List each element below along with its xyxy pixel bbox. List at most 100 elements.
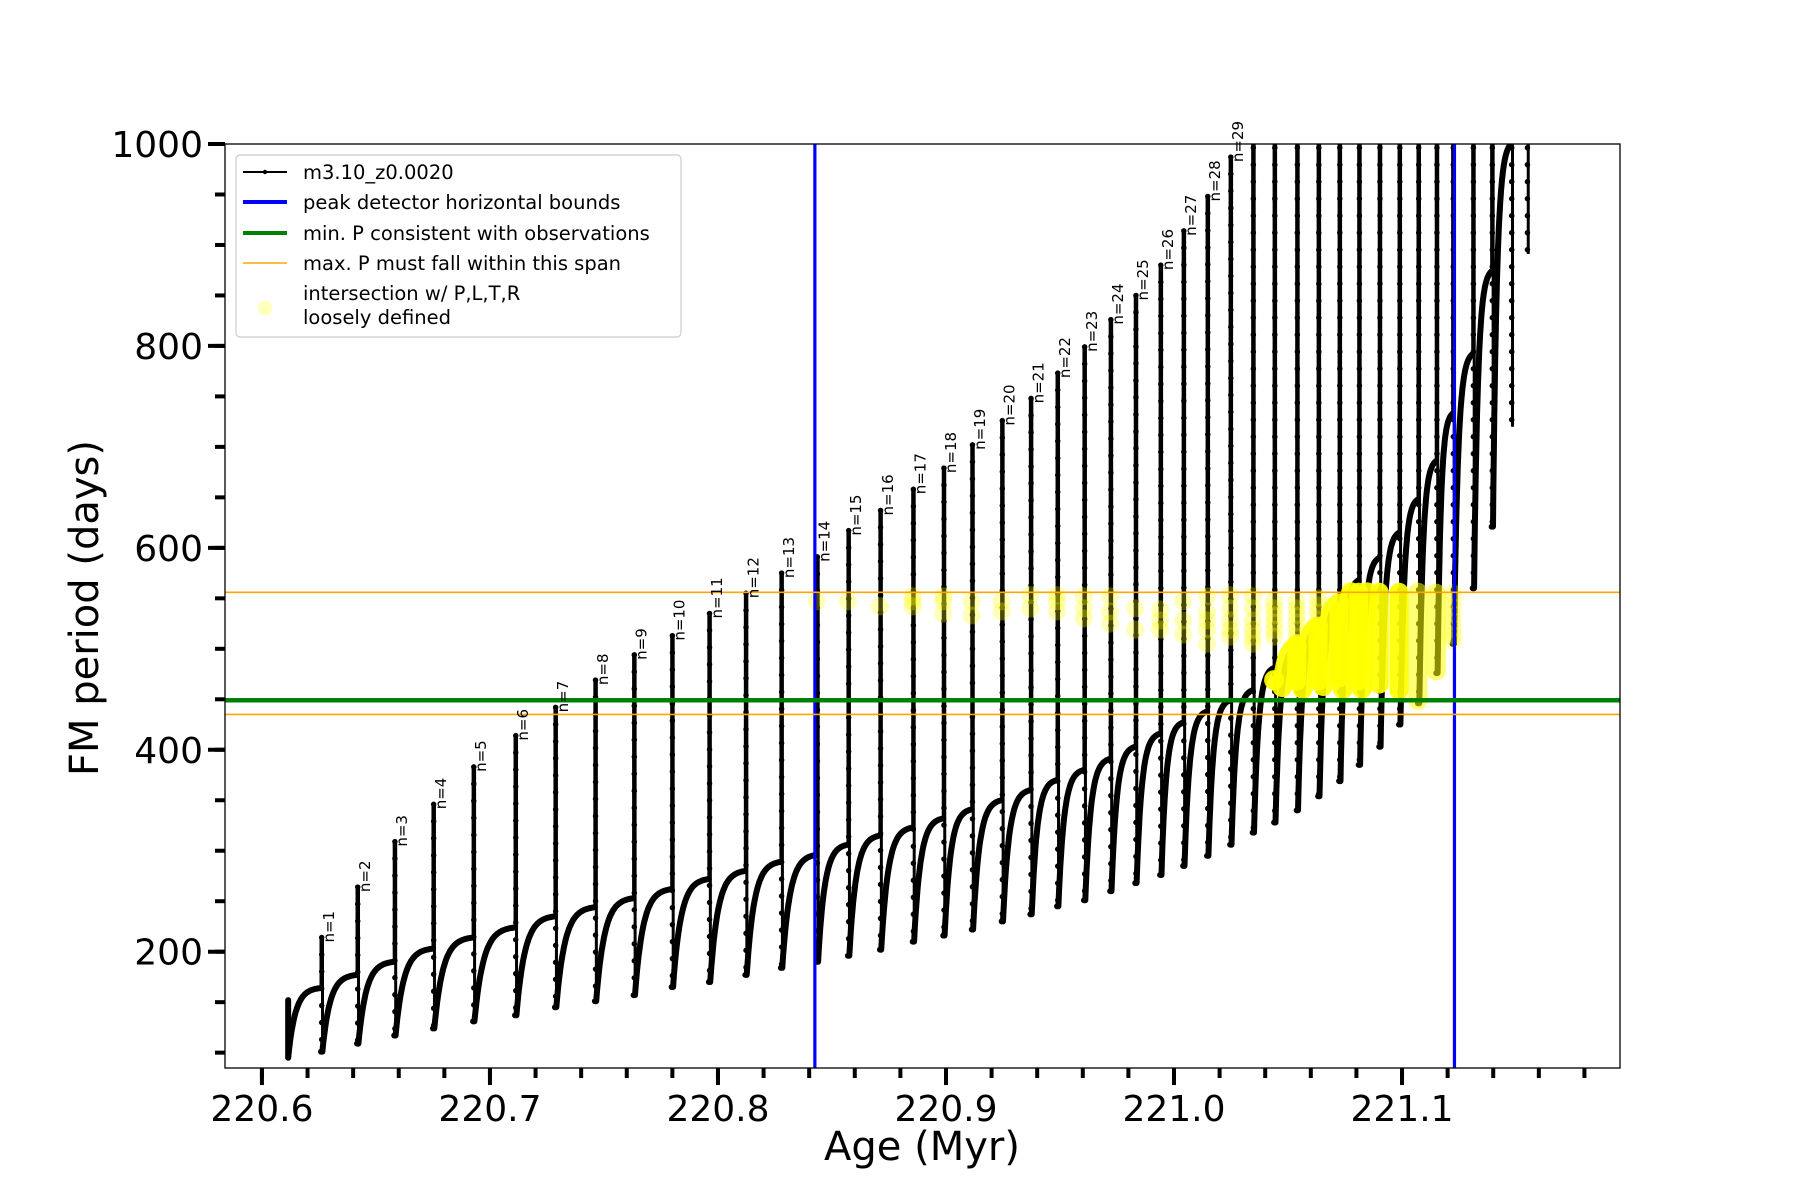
legend-label-min-period: min. P consistent with observations — [303, 222, 650, 245]
cycle-label-n14: n=14 — [816, 521, 834, 562]
intersection-point — [962, 606, 981, 625]
legend-item-bounds: peak detector horizontal bounds — [243, 191, 620, 214]
cycle-label-n2: n=2 — [356, 860, 374, 892]
legend-item-intersection: intersection w/ P,L,T,R loosely defined — [257, 282, 520, 329]
cycle-label-n21: n=21 — [1029, 362, 1047, 403]
cycle-label-n9: n=9 — [633, 628, 651, 660]
intersection-point — [1287, 613, 1306, 632]
cycle-label-n29: n=29 — [1229, 121, 1247, 162]
pulse-spike-n19 — [970, 444, 975, 930]
intersection-point — [1021, 599, 1040, 618]
intersection-point — [1048, 586, 1067, 605]
intersection-point — [1243, 620, 1262, 639]
intersection-point — [1443, 598, 1462, 617]
cycle-label-n28: n=28 — [1206, 160, 1224, 201]
y-tick-label: 200 — [134, 933, 203, 974]
y-tick-label: 600 — [134, 529, 203, 570]
cycle-label-n22: n=22 — [1056, 337, 1074, 378]
intersection-point — [870, 597, 889, 616]
intersection-point — [1126, 620, 1145, 639]
cycle-label-n17: n=17 — [912, 453, 930, 494]
cycle-label-n11: n=11 — [708, 577, 726, 618]
intersection-point — [934, 592, 953, 611]
y-tick-label: 1000 — [111, 125, 203, 166]
intersection-point — [1243, 634, 1262, 653]
x-tick-label: 220.9 — [894, 1089, 997, 1130]
cycle-label-n13: n=13 — [780, 537, 798, 578]
pulse-spike-n22 — [1055, 373, 1061, 907]
intersection-point — [1198, 602, 1217, 621]
intersection-point — [1048, 592, 1067, 611]
intersection-point — [1074, 599, 1093, 618]
intersection-point — [1287, 592, 1306, 611]
intersection-point — [1443, 591, 1462, 610]
cycle-label-n23: n=23 — [1083, 311, 1101, 352]
intersection-point — [1287, 599, 1306, 618]
intersection-point — [1443, 584, 1462, 603]
legend-item-model: m3.10_z0.0020 — [243, 161, 454, 184]
x-tick-label: 220.8 — [666, 1089, 769, 1130]
cycle-labels: n=1 n=2 n=3 n=4 n=5 n=6 n=7 n=8 n=9 n=10 n=11 n=12 n… — [320, 121, 1247, 943]
axes: 220.6 220.7 220.8 220.9 221.0 221.1 200 400 600 8… — [111, 125, 1587, 1130]
intersection-point — [1021, 586, 1040, 605]
legend-frame — [235, 154, 682, 338]
intersection-point — [1174, 592, 1193, 611]
intersection-point — [1265, 592, 1284, 611]
y-tick-label: 400 — [134, 731, 203, 772]
intersection-point — [1443, 612, 1462, 631]
legend-label-bounds: peak detector horizontal bounds — [303, 191, 620, 214]
legend: m3.10_z0.0020 peak detector horizontal b… — [235, 154, 682, 338]
pulse-spike-n43 — [1509, 144, 1515, 427]
intersection-point — [1221, 620, 1240, 639]
intersection-point — [1287, 606, 1306, 625]
intersection-point — [1265, 606, 1284, 625]
intersection-point — [1198, 634, 1217, 653]
intersection-point — [903, 592, 922, 611]
cycle-label-n25: n=25 — [1134, 259, 1152, 300]
intersection-point — [1265, 613, 1284, 632]
x-tick-label: 221.0 — [1122, 1089, 1225, 1130]
cycle-label-n16: n=16 — [879, 474, 897, 515]
x-axis-label: Age (Myr) — [824, 1124, 1020, 1170]
legend-item-min-period: min. P consistent with observations — [243, 222, 650, 245]
plot-frame — [224, 143, 1621, 1069]
intersection-point — [1443, 626, 1462, 645]
legend-marker-intersection — [257, 300, 273, 316]
cycle-label-n7: n=7 — [554, 681, 572, 713]
intersection-point — [1309, 589, 1328, 608]
intersection-point — [1443, 619, 1462, 638]
intersection-point — [1243, 599, 1262, 618]
intersection-point — [1265, 599, 1284, 618]
x-tick-label: 220.7 — [438, 1089, 541, 1130]
y-tick-label: 800 — [134, 327, 203, 368]
intersection-point — [1151, 600, 1170, 619]
intersection-point — [807, 592, 826, 611]
intersection-point — [1101, 602, 1120, 621]
cycle-label-n24: n=24 — [1109, 284, 1127, 325]
intersection-point — [1443, 631, 1462, 650]
intersection-point — [1101, 614, 1120, 633]
intersection-point — [1174, 611, 1193, 630]
intersection-point — [838, 592, 857, 611]
intersection-point — [1198, 620, 1217, 639]
cycle-label-n15: n=15 — [847, 495, 865, 536]
pulse-spike-n3 — [392, 841, 398, 1036]
legend-marker-dot — [262, 169, 268, 175]
pulse-spike-n13 — [779, 573, 784, 968]
intersection-point — [1221, 599, 1240, 618]
intersection-point — [992, 602, 1011, 621]
cycle-label-n19: n=19 — [971, 409, 989, 450]
legend-label-intersection: intersection w/ P,L,T,R — [303, 282, 520, 305]
intersection-point — [1243, 611, 1262, 630]
intersection-point — [934, 604, 953, 623]
pulse-spike-n5 — [471, 766, 477, 1022]
pulse-spike-n27 — [1181, 230, 1187, 866]
plot-area — [225, 144, 1620, 1068]
intersection-point — [1151, 620, 1170, 639]
intersection-point — [1221, 611, 1240, 630]
legend-label-max-period: max. P must fall within this span — [303, 252, 621, 275]
cycle-label-n26: n=26 — [1159, 229, 1177, 270]
intersection-point — [1221, 627, 1240, 646]
cycle-label-n12: n=12 — [744, 557, 762, 598]
